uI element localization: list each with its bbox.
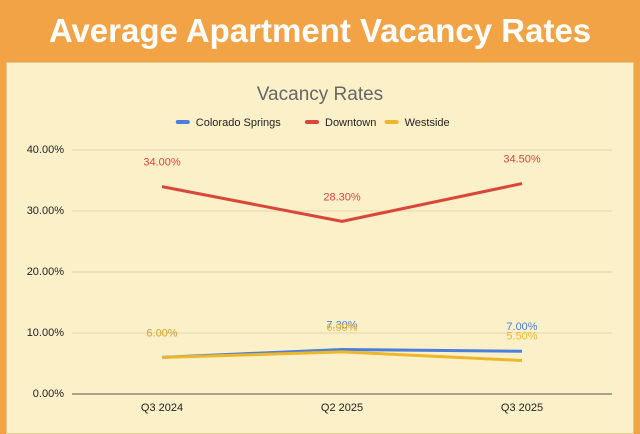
data-label: 6.00%: [146, 327, 177, 339]
legend-swatch: [384, 120, 399, 124]
data-label: 7.00%: [506, 321, 537, 333]
y-tick-label: 20.00%: [27, 266, 65, 278]
x-tick-label: Q3 2024: [141, 402, 183, 414]
data-label: 28.30%: [323, 191, 361, 203]
y-tick-label: 0.00%: [33, 388, 64, 400]
x-tick-label: Q2 2025: [321, 402, 363, 414]
x-tick-label: Q3 2025: [501, 402, 543, 414]
legend-label: Westside: [405, 117, 450, 129]
series-line: [161, 182, 523, 223]
legend-swatch: [175, 120, 190, 124]
y-tick-label: 30.00%: [27, 205, 65, 217]
data-label: 6.00%: [146, 327, 177, 339]
y-tick-label: 10.00%: [27, 327, 65, 339]
legend-swatch: [305, 120, 319, 124]
header-title: Average Apartment Vacancy Rates: [0, 0, 640, 62]
y-tick-label: 40.00%: [27, 144, 65, 156]
chart-title: Vacancy Rates: [257, 84, 383, 105]
chart-panel: [6, 62, 634, 434]
legend-label: Downtown: [325, 117, 376, 129]
data-label: 7.30%: [326, 319, 357, 331]
data-label: 34.50%: [503, 153, 541, 165]
series-line: [161, 350, 523, 362]
data-label: 34.00%: [143, 157, 181, 169]
data-label: 6.90%: [326, 322, 357, 334]
data-label: 5.50%: [506, 330, 537, 342]
legend-label: Colorado Springs: [196, 117, 281, 129]
